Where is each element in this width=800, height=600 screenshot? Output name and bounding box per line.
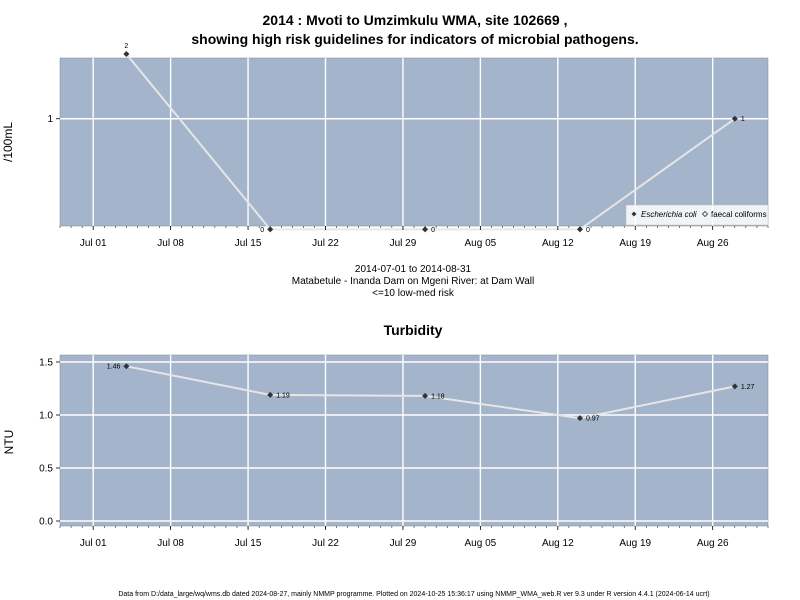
legend-faecal-marker bbox=[701, 210, 709, 218]
chart2-data-point bbox=[267, 391, 274, 398]
chart1-series: 2 0 0 0 1 bbox=[123, 43, 745, 234]
chart1-panel: 2 0 0 0 1 Jul 01 Jul 08 Jul 15 Jul 22 Jul 29 Aug … bbox=[1, 43, 769, 249]
caption-risk: <=10 low-med risk bbox=[372, 288, 455, 299]
legend-box bbox=[625, 204, 769, 226]
chart2-title: Turbidity bbox=[384, 322, 443, 338]
chart2-x-tick-label: Jul 29 bbox=[390, 538, 417, 549]
chart2-x-tick-label: Aug 12 bbox=[542, 538, 574, 549]
chart1-x-tick-label: Aug 12 bbox=[542, 238, 574, 249]
chart2-x-tick-label: Jul 15 bbox=[235, 538, 262, 549]
chart2-data-label: 0.97 bbox=[586, 416, 600, 423]
chart1-y-label: /100mL bbox=[1, 122, 15, 162]
chart1-x-axis: Jul 01 Jul 08 Jul 15 Jul 22 Jul 29 Aug 05 Aug … bbox=[59, 226, 769, 249]
caption-date-range: 2014-07-01 to 2014-08-31 bbox=[355, 264, 472, 275]
chart2-gridlines bbox=[60, 355, 768, 526]
chart2-y-tick-label: 1.5 bbox=[39, 358, 53, 369]
chart2-y-axis: 0.0 0.5 1.0 1.5 bbox=[39, 358, 60, 528]
chart2-data-point bbox=[422, 392, 429, 399]
chart1-data-label: 0 bbox=[586, 227, 590, 234]
chart1-x-tick-label: Jul 29 bbox=[390, 238, 417, 249]
caption-site: Matabetule - Inanda Dam on Mgeni River: … bbox=[292, 276, 535, 287]
chart1-data-label: 2 bbox=[124, 43, 128, 50]
chart2-data-label: 1.18 bbox=[431, 393, 445, 400]
chart2-y-tick-label: 0.0 bbox=[39, 517, 53, 528]
chart1-x-tick-label: Aug 19 bbox=[619, 238, 651, 249]
chart2-series: 1.46 1.19 1.18 0.97 1.27 bbox=[107, 363, 755, 423]
footer-note: Data from D:/data_large/wq/wms.db dated … bbox=[118, 591, 709, 598]
chart1-y-tick-label: 1 bbox=[47, 114, 53, 125]
chart2-data-label: 1.27 bbox=[741, 384, 755, 391]
chart1-x-tick-label: Jul 22 bbox=[312, 238, 339, 249]
chart2-data-point bbox=[576, 415, 583, 422]
chart2-panel: 1.461.19 1.180.971.27 Jul 01 Jul 08 Jul 15 J… bbox=[2, 354, 769, 549]
chart2-data-point bbox=[123, 363, 130, 370]
chart1-data-point bbox=[731, 115, 738, 122]
legend-ecoli-marker bbox=[631, 211, 637, 217]
chart2-y-label: NTU bbox=[2, 430, 16, 455]
legend-faecal-label: faecal coliforms bbox=[711, 210, 767, 219]
chart1-data-point bbox=[123, 51, 130, 58]
chart1-x-tick-label: Jul 15 bbox=[235, 238, 262, 249]
chart2-y-tick-label: 0.5 bbox=[39, 464, 53, 475]
chart2-data-point bbox=[731, 383, 738, 390]
chart2-x-axis: Jul 01 Jul 08 Jul 15 Jul 22 Jul 29 Aug 05 Aug … bbox=[59, 526, 769, 549]
chart1-title-line2: showing high risk guidelines for indicat… bbox=[191, 31, 638, 47]
chart1-data-point bbox=[576, 226, 583, 233]
chart1-data-label: 1 bbox=[741, 116, 745, 123]
chart1-gridlines bbox=[60, 58, 768, 226]
legend-ecoli-label: Escherichia coli bbox=[641, 210, 697, 219]
chart2-x-tick-label: Aug 05 bbox=[465, 538, 497, 549]
chart1-x-tick-label: Aug 05 bbox=[465, 238, 497, 249]
chart1-plot-area bbox=[59, 57, 769, 227]
chart1-data-label: 0 bbox=[260, 227, 264, 234]
chart2-data-label: 1.46 bbox=[107, 364, 121, 371]
chart1-x-tick-label: Aug 26 bbox=[697, 238, 729, 249]
chart2-x-tick-label: Aug 26 bbox=[697, 538, 729, 549]
chart2-x-tick-label: Jul 22 bbox=[312, 538, 339, 549]
chart2-y-tick-label: 1.0 bbox=[39, 411, 53, 422]
chart2-x-tick-label: Jul 08 bbox=[157, 538, 184, 549]
chart2-x-tick-label: Jul 01 bbox=[80, 538, 107, 549]
chart1-x-tick-label: Jul 01 bbox=[80, 238, 107, 249]
chart1-y-axis: 1 bbox=[47, 114, 60, 125]
chart1-legend: Escherichia coli faecal coliforms bbox=[625, 204, 769, 226]
chart1-data-label: 0 bbox=[431, 227, 435, 234]
chart2-x-tick-label: Aug 19 bbox=[619, 538, 651, 549]
chart2-plot-area bbox=[59, 354, 769, 527]
chart1-data-point bbox=[267, 226, 274, 233]
chart1-data-point bbox=[422, 226, 429, 233]
chart2-data-label: 1.19 bbox=[276, 392, 290, 399]
chart1-title-line1: 2014 : Mvoti to Umzimkulu WMA, site 1026… bbox=[263, 12, 568, 28]
chart1-x-tick-label: Jul 08 bbox=[157, 238, 184, 249]
